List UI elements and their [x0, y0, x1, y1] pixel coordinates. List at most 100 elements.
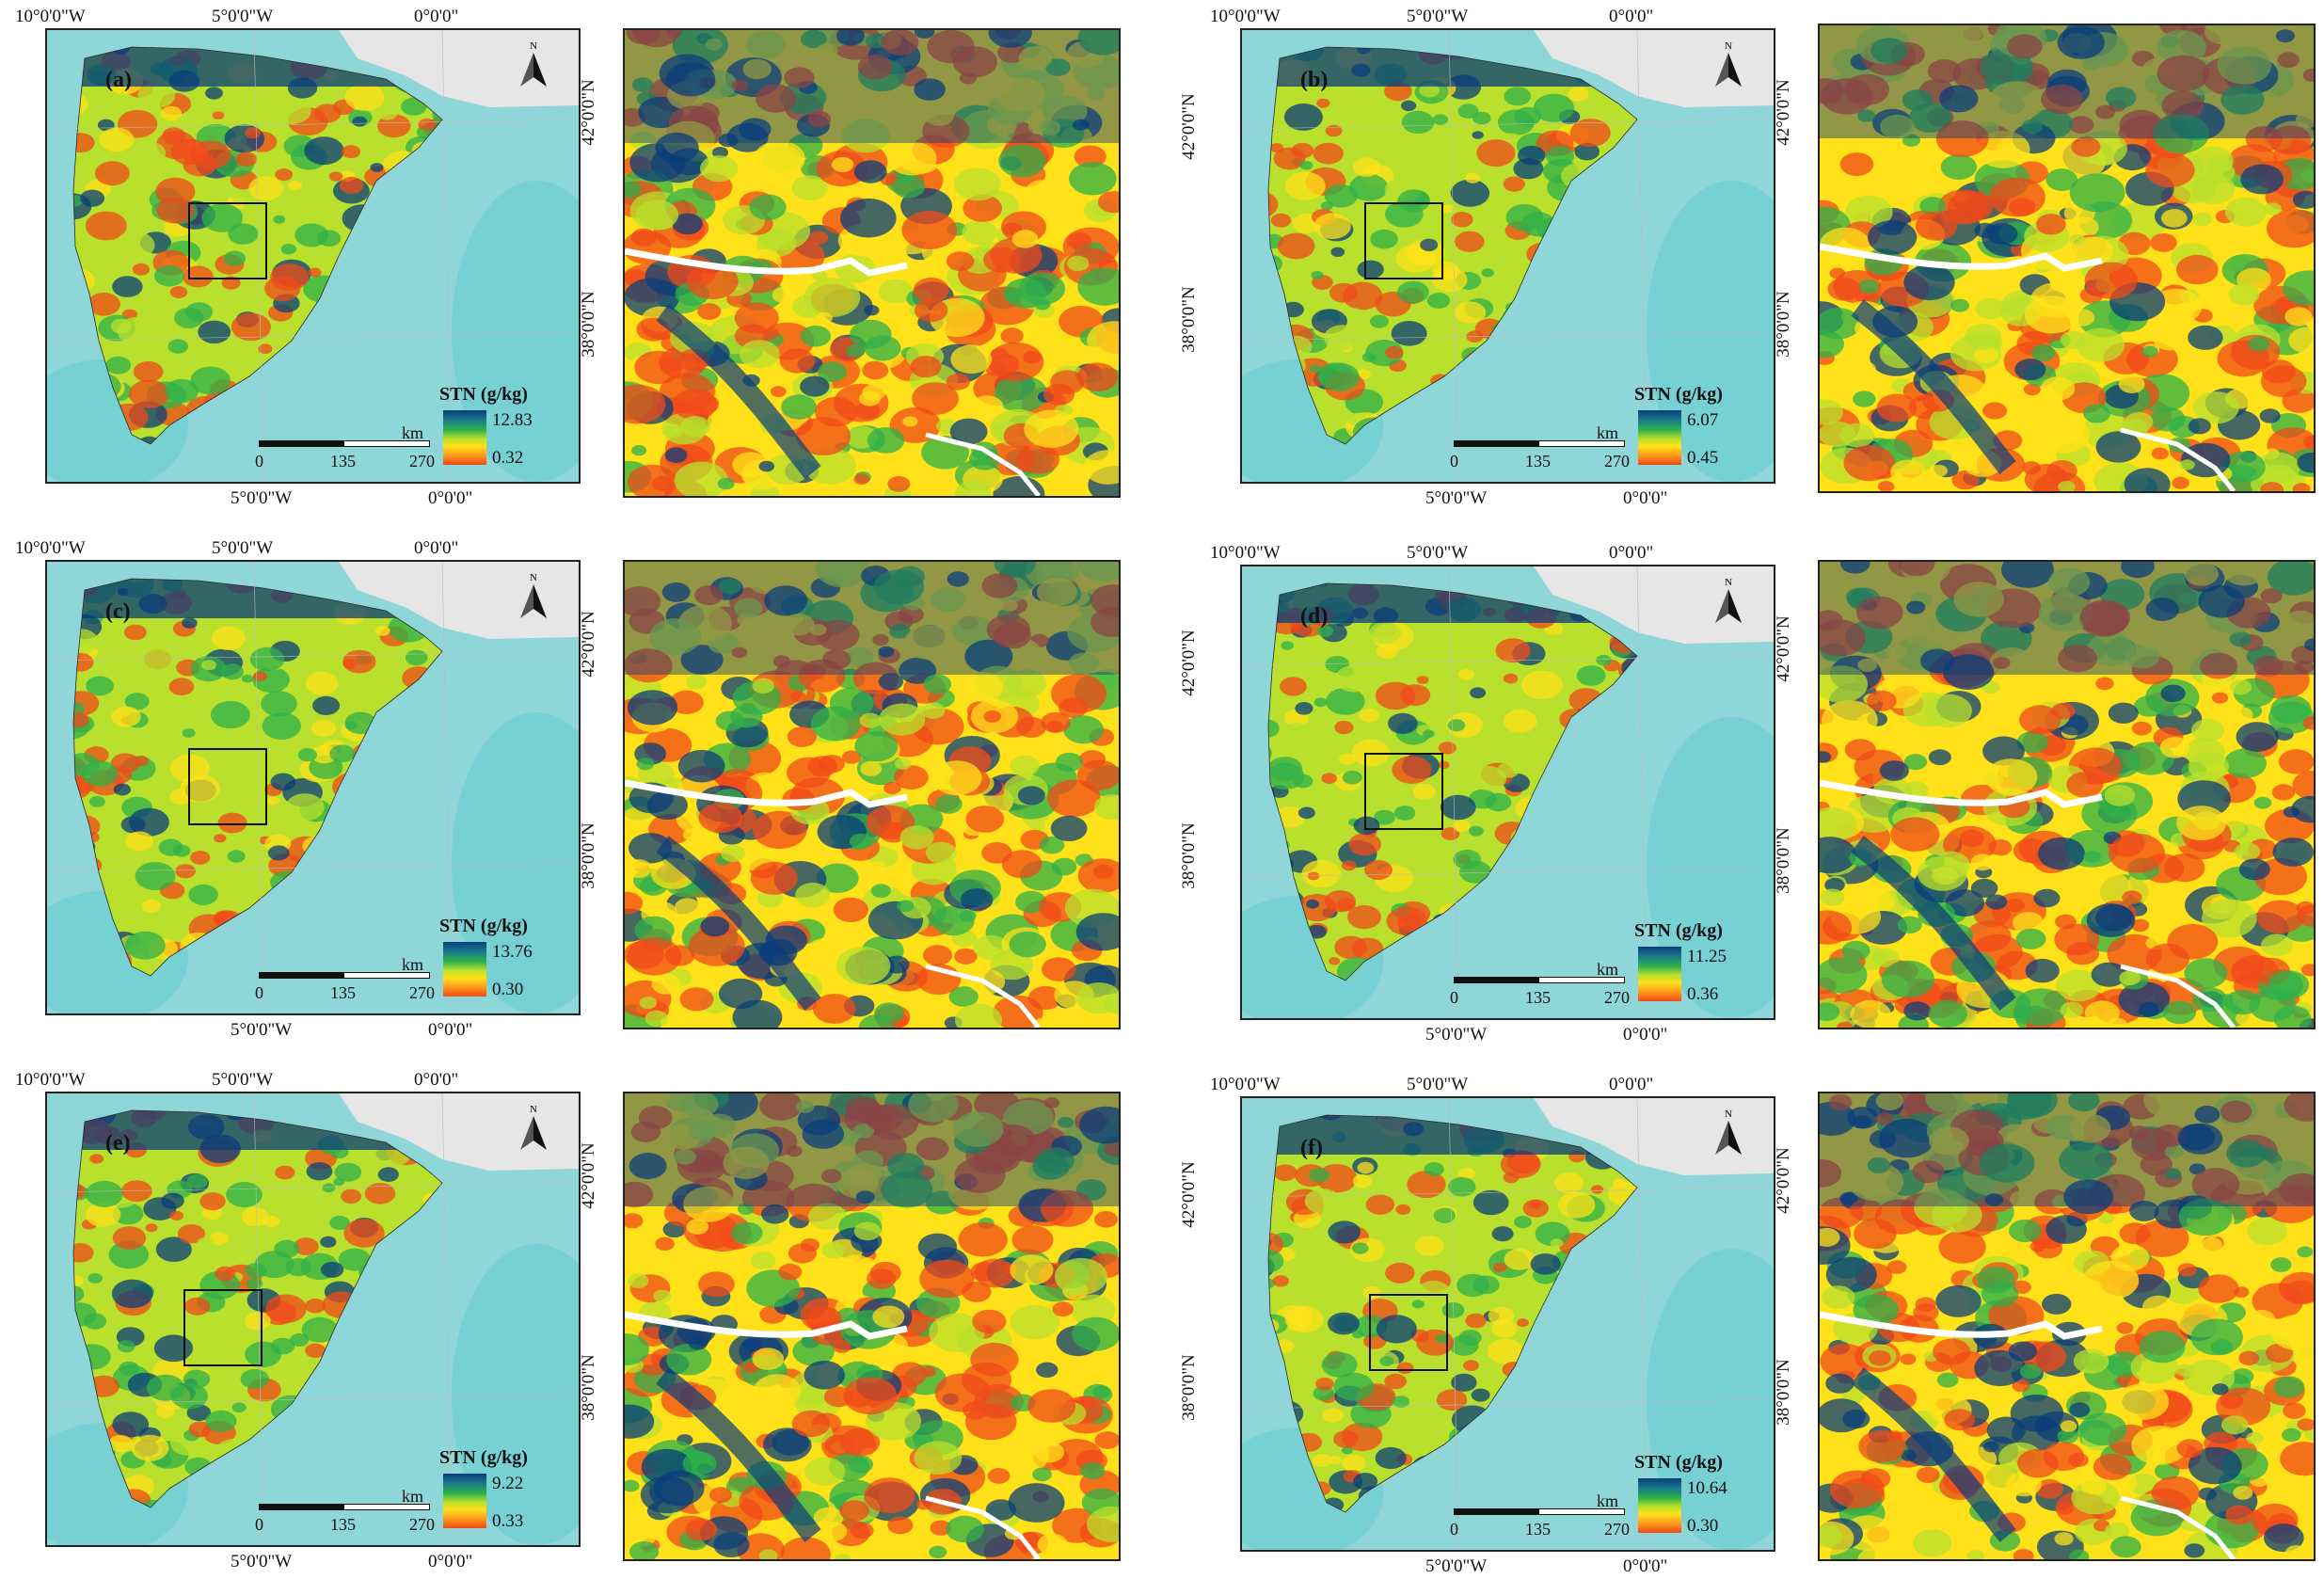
map-panel: 10°0'0"W 5°0'0"W 0°0'0" 5°0'0"W 0°0'0" 42°0'0… — [1179, 1068, 2324, 1595]
legend-max-value: 6.07 — [1687, 410, 1719, 430]
stn-legend: STN (g/kg) 13.76 0.30 — [439, 916, 552, 1002]
graticule-label: 38°0'0"N — [1773, 291, 1793, 358]
legend-max-value: 11.25 — [1687, 947, 1727, 966]
graticule-label: 0°0'0" — [428, 488, 473, 508]
panel-letter: (e) — [105, 1131, 131, 1156]
zoom-inset-map — [1818, 1092, 2316, 1561]
north-arrow-icon: N — [1710, 574, 1747, 627]
graticule-label: 5°0'0"W — [212, 1070, 274, 1090]
graticule-label: 0°0'0" — [1609, 7, 1654, 26]
legend-title: STN (g/kg) — [439, 916, 528, 936]
graticule-label: 0°0'0" — [1623, 1025, 1668, 1045]
legend-title: STN (g/kg) — [1634, 384, 1723, 405]
north-label: N — [1725, 577, 1732, 588]
iberia-map: (a) N STN (g/kg) 12.83 0.32 km 0 135 270 — [45, 28, 581, 484]
legend-title: STN (g/kg) — [1634, 1452, 1723, 1473]
iberia-map: (b) N STN (g/kg) 6.07 0.45 km 0 135 270 — [1240, 28, 1775, 484]
graticule-label: 10°0'0"W — [1210, 543, 1281, 563]
graticule-label: 5°0'0"W — [212, 538, 274, 558]
graticule-label: 10°0'0"W — [1210, 7, 1281, 26]
inset-extent-box — [1364, 753, 1443, 830]
stn-legend: STN (g/kg) 11.25 0.36 — [1634, 920, 1747, 1007]
graticule-label: 10°0'0"W — [1210, 1075, 1281, 1094]
scale-tick: 135 — [330, 452, 356, 471]
graticule-label: 38°0'0"N — [1773, 827, 1793, 894]
legend-min-value: 0.45 — [1687, 448, 1719, 468]
legend-min-value: 0.30 — [492, 980, 524, 999]
legend-min-value: 0.33 — [492, 1511, 524, 1531]
legend-color-ramp — [1638, 1478, 1681, 1533]
panel-letter: (b) — [1300, 68, 1329, 92]
graticule-label: 42°0'0"N — [578, 79, 598, 146]
graticule-label: 42°0'0"N — [578, 611, 598, 678]
stn-legend: STN (g/kg) 10.64 0.30 — [1634, 1452, 1747, 1539]
graticule-label: 38°0'0"N — [1773, 1359, 1793, 1426]
graticule-label: 5°0'0"W — [1425, 1025, 1488, 1045]
scale-tick: 270 — [409, 452, 435, 471]
north-arrow-icon: N — [1710, 38, 1747, 90]
stn-legend: STN (g/kg) 12.83 0.32 — [439, 384, 552, 471]
scale-unit: km — [1597, 1491, 1619, 1510]
graticule-label: 0°0'0" — [428, 1552, 473, 1571]
graticule-label: 10°0'0"W — [15, 1070, 86, 1090]
scale-bar: km 0 135 270 — [1450, 960, 1630, 1009]
scale-unit: km — [1597, 423, 1619, 442]
north-label: N — [1725, 40, 1732, 52]
legend-max-value: 13.76 — [492, 942, 533, 962]
scale-tick: 0 — [1450, 988, 1458, 1007]
graticule-label: 0°0'0" — [414, 538, 459, 558]
scale-bar: km 0 135 270 — [1450, 423, 1630, 472]
zoom-inset-map — [623, 560, 1121, 1029]
scale-tick: 135 — [330, 1515, 356, 1534]
graticule-label: 0°0'0" — [428, 1020, 473, 1040]
graticule-label: 5°0'0"W — [1407, 7, 1469, 26]
north-arrow-icon: N — [515, 38, 552, 90]
graticule-label: 42°0'0"N — [1773, 79, 1793, 146]
graticule-label: 5°0'0"W — [231, 1552, 293, 1571]
north-label: N — [530, 1104, 537, 1115]
scale-tick: 0 — [1450, 452, 1458, 471]
legend-color-ramp — [1638, 947, 1681, 1001]
inset-extent-box — [188, 202, 267, 279]
graticule-label: 5°0'0"W — [231, 488, 293, 508]
graticule-label: 38°0'0"N — [1178, 286, 1199, 353]
scale-tick: 270 — [1604, 988, 1630, 1007]
scale-unit: km — [402, 1487, 424, 1506]
graticule-label: 5°0'0"W — [1407, 543, 1469, 563]
scale-tick: 0 — [255, 983, 263, 1002]
legend-color-ramp — [443, 1474, 486, 1528]
zoom-inset-map — [1818, 560, 2316, 1029]
legend-title: STN (g/kg) — [439, 1447, 528, 1468]
panel-letter: (a) — [105, 68, 132, 92]
north-arrow-icon: N — [515, 1101, 552, 1154]
graticule-label: 42°0'0"N — [1178, 93, 1199, 160]
graticule-label: 42°0'0"N — [0, 93, 4, 160]
scale-tick: 0 — [255, 1515, 263, 1534]
north-arrow-icon: N — [515, 569, 552, 622]
panel-letter: (c) — [105, 599, 131, 624]
graticule-label: 38°0'0"N — [1178, 1354, 1199, 1421]
scale-tick: 135 — [1525, 1520, 1551, 1539]
graticule-label: 42°0'0"N — [1178, 630, 1199, 696]
panel-letter: (f) — [1300, 1136, 1323, 1160]
iberia-map: (c) N STN (g/kg) 13.76 0.30 km 0 135 270 — [45, 560, 581, 1015]
graticule-label: 42°0'0"N — [0, 1156, 4, 1223]
north-label: N — [1725, 1109, 1732, 1120]
graticule-label: 0°0'0" — [1609, 1075, 1654, 1094]
zoom-inset-map — [623, 28, 1121, 498]
scale-tick: 270 — [1604, 1520, 1630, 1539]
inset-extent-box — [183, 1289, 263, 1366]
stn-legend: STN (g/kg) 6.07 0.45 — [1634, 384, 1747, 471]
legend-max-value: 9.22 — [492, 1474, 524, 1493]
inset-extent-box — [1369, 1294, 1448, 1371]
graticule-label: 0°0'0" — [1609, 543, 1654, 563]
zoom-inset-map — [1818, 24, 2316, 493]
north-label: N — [530, 40, 537, 52]
map-panel: 10°0'0"W 5°0'0"W 0°0'0" 5°0'0"W 0°0'0" 42°0'0… — [1179, 536, 2324, 1063]
scale-tick: 0 — [255, 452, 263, 471]
graticule-label: 10°0'0"W — [15, 7, 86, 26]
scale-tick: 270 — [409, 1515, 435, 1534]
graticule-label: 42°0'0"N — [578, 1142, 598, 1209]
graticule-label: 38°0'0"N — [578, 822, 598, 889]
graticule-label: 38°0'0"N — [578, 1354, 598, 1421]
